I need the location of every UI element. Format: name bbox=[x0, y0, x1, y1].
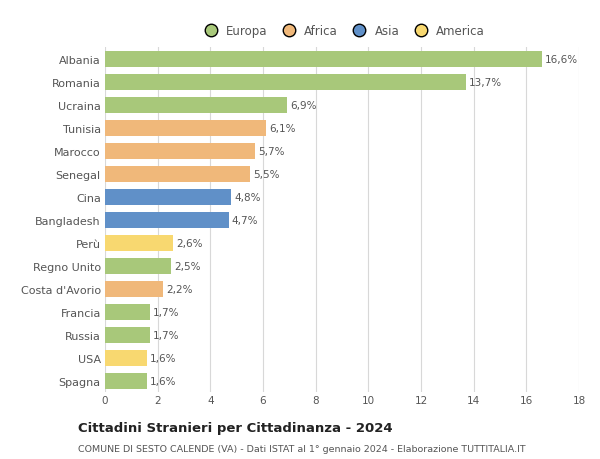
Bar bbox=[105, 212, 229, 229]
Text: 2,2%: 2,2% bbox=[166, 284, 193, 294]
Bar bbox=[105, 166, 250, 183]
Text: 1,7%: 1,7% bbox=[153, 330, 179, 340]
Text: 5,7%: 5,7% bbox=[258, 146, 285, 157]
Bar bbox=[105, 74, 466, 91]
Text: 2,6%: 2,6% bbox=[176, 238, 203, 248]
Bar bbox=[105, 120, 266, 137]
Bar bbox=[105, 51, 542, 68]
Text: 4,8%: 4,8% bbox=[235, 192, 261, 202]
Bar bbox=[105, 258, 171, 274]
Text: 2,5%: 2,5% bbox=[174, 261, 200, 271]
Text: 1,7%: 1,7% bbox=[153, 307, 179, 317]
Text: 6,1%: 6,1% bbox=[269, 123, 295, 134]
Text: 5,5%: 5,5% bbox=[253, 169, 280, 179]
Text: 16,6%: 16,6% bbox=[545, 55, 578, 65]
Text: Cittadini Stranieri per Cittadinanza - 2024: Cittadini Stranieri per Cittadinanza - 2… bbox=[78, 421, 392, 434]
Bar bbox=[105, 304, 150, 320]
Bar bbox=[105, 97, 287, 114]
Text: COMUNE DI SESTO CALENDE (VA) - Dati ISTAT al 1° gennaio 2024 - Elaborazione TUTT: COMUNE DI SESTO CALENDE (VA) - Dati ISTA… bbox=[78, 444, 526, 453]
Bar bbox=[105, 143, 255, 160]
Text: 4,7%: 4,7% bbox=[232, 215, 259, 225]
Bar bbox=[105, 327, 150, 343]
Bar bbox=[105, 189, 232, 206]
Bar bbox=[105, 281, 163, 297]
Text: 6,9%: 6,9% bbox=[290, 101, 316, 111]
Bar bbox=[105, 373, 147, 389]
Text: 1,6%: 1,6% bbox=[150, 376, 177, 386]
Bar bbox=[105, 350, 147, 366]
Text: 13,7%: 13,7% bbox=[469, 78, 502, 88]
Text: 1,6%: 1,6% bbox=[150, 353, 177, 363]
Bar bbox=[105, 235, 173, 252]
Legend: Europa, Africa, Asia, America: Europa, Africa, Asia, America bbox=[199, 25, 485, 38]
